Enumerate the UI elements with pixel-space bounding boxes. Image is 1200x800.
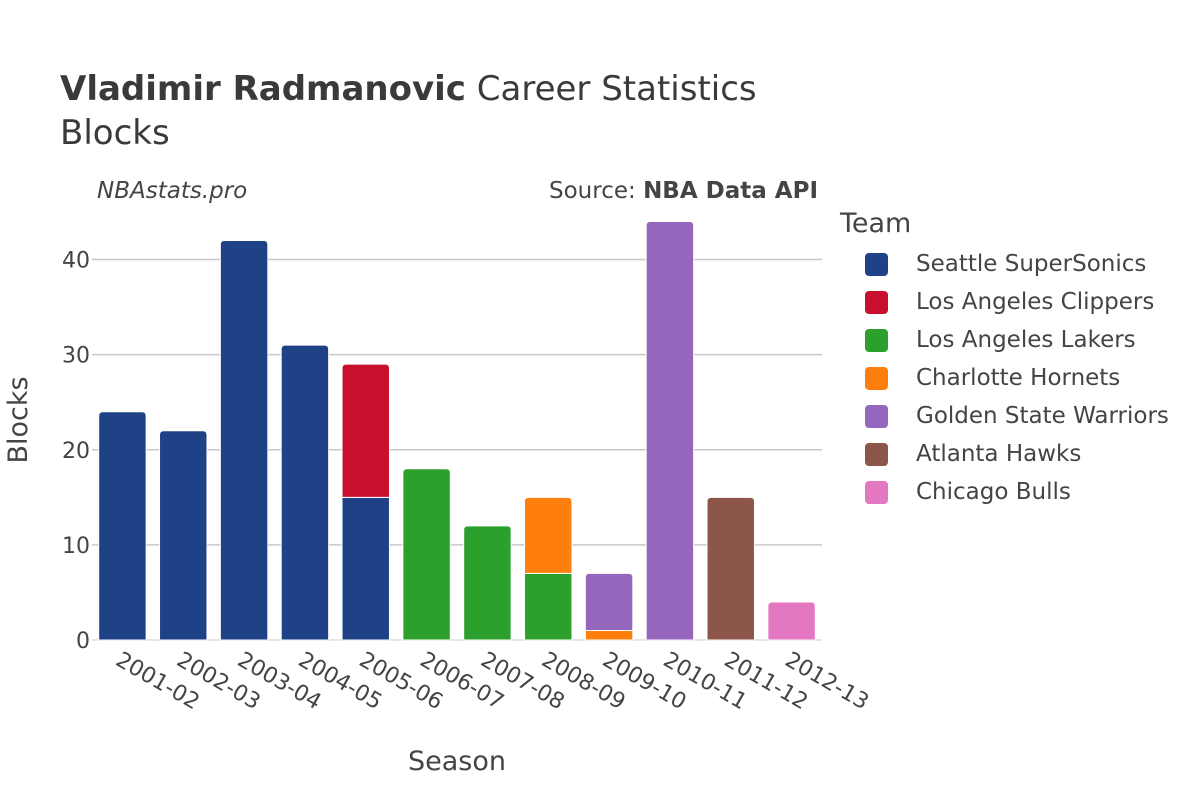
bar-2001-02-seattle-supersonics[interactable] bbox=[98, 411, 147, 641]
legend-swatch bbox=[865, 252, 888, 276]
legend-title: Team bbox=[840, 208, 912, 239]
legend-item[interactable]: Charlotte Hornets bbox=[840, 359, 1169, 397]
bar-2008-09-charlotte-hornets[interactable] bbox=[524, 496, 573, 574]
bar-2006-07-los-angeles-lakers[interactable] bbox=[402, 468, 451, 641]
y-axis-label: Blocks bbox=[3, 376, 34, 463]
legend-label: Chicago Bulls bbox=[916, 479, 1071, 505]
site-credit: NBAstats.pro bbox=[97, 178, 248, 204]
legend-item[interactable]: Chicago Bulls bbox=[840, 473, 1169, 511]
bar-2008-09-los-angeles-lakers[interactable] bbox=[524, 572, 573, 641]
y-tick-label: 10 bbox=[62, 534, 90, 559]
y-tick-label: 20 bbox=[62, 439, 90, 464]
source-name: NBA Data API bbox=[643, 178, 818, 204]
x-axis-label: Season bbox=[408, 746, 506, 777]
legend-swatch bbox=[865, 290, 888, 314]
bar-2003-04-seattle-supersonics[interactable] bbox=[219, 240, 269, 641]
bar-2009-10-golden-state-warriors[interactable] bbox=[584, 572, 634, 631]
data-source: Source: NBA Data API bbox=[549, 178, 818, 204]
chart-title: Vladimir Radmanovic Career Statistics bbox=[60, 68, 757, 110]
legend-item[interactable]: Golden State Warriors bbox=[840, 397, 1169, 435]
legend-label: Golden State Warriors bbox=[916, 403, 1169, 429]
legend-item[interactable]: Los Angeles Clippers bbox=[840, 283, 1169, 321]
bar-2009-10-charlotte-hornets[interactable] bbox=[584, 629, 634, 641]
y-tick-label: 30 bbox=[62, 344, 90, 369]
legend-swatch bbox=[865, 328, 888, 352]
player-name: Vladimir Radmanovic bbox=[60, 69, 466, 109]
legend-label: Charlotte Hornets bbox=[916, 365, 1121, 391]
y-tick-label: 0 bbox=[76, 629, 90, 654]
bar-2002-03-seattle-supersonics[interactable] bbox=[159, 430, 208, 641]
bar-2004-05-seattle-supersonics[interactable] bbox=[280, 344, 330, 641]
bar-2005-06-los-angeles-clippers[interactable] bbox=[341, 363, 390, 498]
legend-label: Los Angeles Lakers bbox=[916, 327, 1136, 353]
legend-swatch bbox=[865, 480, 888, 504]
legend: Team Seattle SuperSonics Los Angeles Clip… bbox=[840, 208, 1169, 511]
legend-items: Seattle SuperSonics Los Angeles Clippers L… bbox=[840, 245, 1169, 511]
gridlines bbox=[92, 258, 822, 641]
bar-2011-12-atlanta-hawks[interactable] bbox=[706, 496, 755, 641]
legend-item[interactable]: Los Angeles Lakers bbox=[840, 321, 1169, 359]
y-axis-ticks: 0 10 20 30 40 bbox=[62, 249, 90, 654]
source-prefix: Source: bbox=[549, 178, 644, 204]
x-axis-ticks: 2001-022002-032003-042004-052005-062006-… bbox=[111, 648, 872, 716]
bar-2005-06-seattle-supersonics[interactable] bbox=[341, 496, 390, 641]
legend-item[interactable]: Atlanta Hawks bbox=[840, 435, 1169, 473]
legend-label: Los Angeles Clippers bbox=[916, 289, 1155, 315]
legend-label: Atlanta Hawks bbox=[916, 441, 1082, 467]
bar-2012-13-chicago-bulls[interactable] bbox=[767, 601, 816, 641]
title-rest: Career Statistics bbox=[476, 69, 757, 109]
legend-swatch bbox=[865, 366, 888, 390]
legend-swatch bbox=[865, 404, 888, 428]
legend-swatch bbox=[865, 442, 888, 466]
legend-label: Seattle SuperSonics bbox=[916, 251, 1147, 277]
bar-group bbox=[98, 221, 816, 641]
chart-subtitle: Blocks bbox=[60, 113, 170, 153]
bar-2010-11-golden-state-warriors[interactable] bbox=[645, 221, 695, 641]
legend-item[interactable]: Seattle SuperSonics bbox=[840, 245, 1169, 283]
bar-2007-08-los-angeles-lakers[interactable] bbox=[463, 525, 512, 641]
y-tick-label: 40 bbox=[62, 249, 90, 274]
